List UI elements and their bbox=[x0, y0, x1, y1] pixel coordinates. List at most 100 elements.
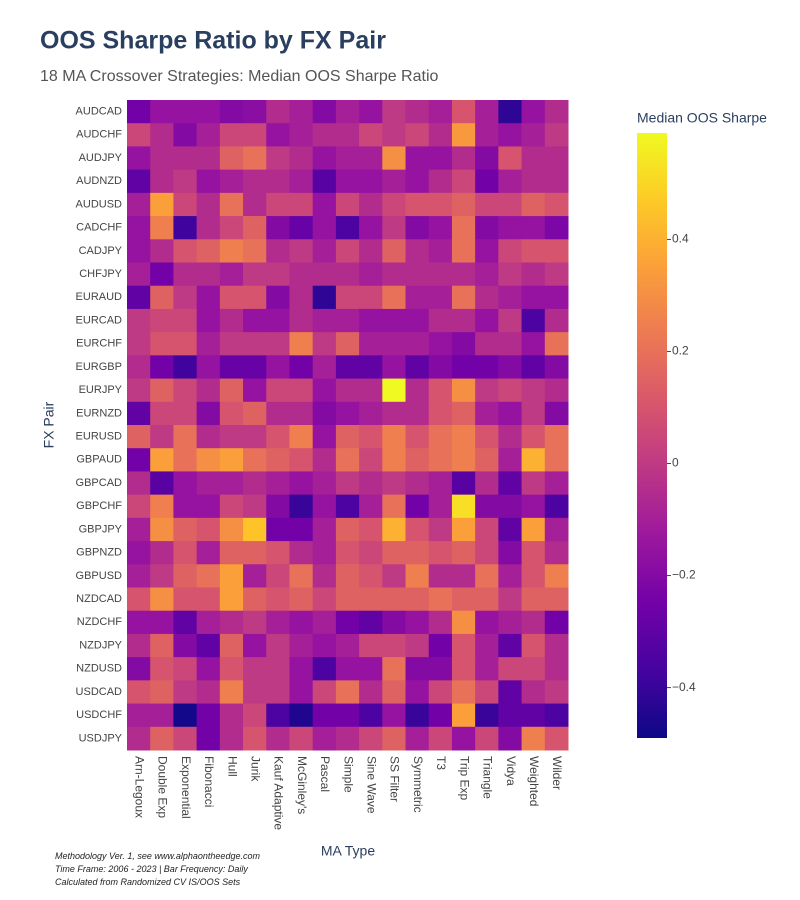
heatmap-cell bbox=[428, 355, 453, 380]
heatmap-cell bbox=[521, 332, 546, 356]
heatmap-cell bbox=[243, 425, 267, 449]
heatmap-cell bbox=[196, 239, 221, 263]
heatmap-cell bbox=[451, 448, 476, 472]
chart-subtitle: 18 MA Crossover Strategies: Median OOS S… bbox=[40, 68, 439, 85]
heatmap-cell bbox=[475, 169, 499, 194]
x-tick-label: Jurik bbox=[248, 756, 262, 782]
heatmap-cell bbox=[382, 401, 407, 426]
heatmap-cell bbox=[150, 355, 174, 380]
heatmap-cell bbox=[382, 587, 407, 612]
heatmap-cell bbox=[196, 355, 221, 380]
heatmap-cell bbox=[219, 262, 244, 287]
heatmap-cell bbox=[382, 123, 407, 147]
x-tick-label: Exponential bbox=[179, 756, 193, 819]
heatmap-cell bbox=[312, 703, 337, 728]
heatmap-cell bbox=[451, 332, 476, 356]
heatmap-cell bbox=[266, 239, 290, 263]
heatmap-cell bbox=[428, 123, 453, 147]
heatmap-cell bbox=[451, 610, 476, 635]
heatmap-cell bbox=[335, 401, 360, 426]
heatmap-cell bbox=[289, 633, 314, 658]
heatmap-cell bbox=[196, 657, 221, 681]
y-tick-label: NZDCHF bbox=[77, 616, 122, 628]
heatmap-cell bbox=[173, 401, 198, 426]
heatmap-cell bbox=[521, 633, 546, 658]
heatmap-cell bbox=[405, 541, 430, 565]
heatmap-cell bbox=[451, 471, 476, 496]
x-tick-label: Simple bbox=[341, 756, 355, 793]
heatmap-cell bbox=[150, 680, 174, 705]
heatmap-cell bbox=[475, 471, 499, 496]
heatmap-cell bbox=[428, 332, 453, 356]
y-tick-label: EURCAD bbox=[76, 314, 123, 326]
y-tick-label: CHFJPY bbox=[79, 268, 122, 280]
heatmap-cell bbox=[173, 308, 198, 333]
heatmap-cell bbox=[150, 216, 174, 240]
heatmap-cell bbox=[451, 262, 476, 287]
heatmap-cell bbox=[173, 100, 198, 124]
heatmap-cell bbox=[498, 192, 523, 217]
heatmap-cell bbox=[266, 146, 290, 171]
heatmap-cell bbox=[266, 680, 290, 705]
heatmap-cell bbox=[359, 425, 383, 449]
heatmap-cell bbox=[382, 541, 407, 565]
colorbar-tick-label: −0.2 bbox=[672, 568, 696, 582]
heatmap-cell bbox=[150, 633, 174, 658]
heatmap-cell bbox=[544, 192, 569, 217]
heatmap-cell bbox=[475, 192, 499, 217]
heatmap-cell bbox=[219, 169, 244, 194]
heatmap-cell bbox=[196, 332, 221, 356]
y-tick-label: NZDJPY bbox=[79, 639, 122, 651]
heatmap-cell bbox=[243, 239, 267, 263]
heatmap-cell bbox=[196, 378, 221, 403]
heatmap-cell bbox=[196, 541, 221, 565]
heatmap-cell bbox=[544, 657, 569, 681]
colorbar-tick-label: 0.4 bbox=[672, 232, 689, 246]
heatmap-cell bbox=[405, 262, 430, 287]
heatmap-cell bbox=[289, 123, 314, 147]
heatmap-cell bbox=[382, 703, 407, 728]
heatmap-cell bbox=[382, 610, 407, 635]
heatmap-cell bbox=[335, 355, 360, 380]
heatmap-cell bbox=[219, 285, 244, 310]
heatmap-cell bbox=[173, 123, 198, 147]
y-tick-label: NZDUSD bbox=[76, 663, 122, 675]
heatmap-cell bbox=[243, 378, 267, 403]
heatmap-cell bbox=[173, 494, 198, 519]
heatmap-cell bbox=[289, 216, 314, 240]
heatmap-cell bbox=[521, 192, 546, 217]
heatmap-cell bbox=[451, 239, 476, 263]
heatmap-cell bbox=[405, 100, 430, 124]
heatmap-cell bbox=[243, 633, 267, 658]
heatmap-cell bbox=[428, 216, 453, 240]
heatmap-cell bbox=[544, 610, 569, 635]
heatmap-cell bbox=[428, 285, 453, 310]
heatmap-cell bbox=[243, 146, 267, 171]
heatmap-cell bbox=[475, 401, 499, 426]
heatmap-cell bbox=[196, 471, 221, 496]
heatmap-cell bbox=[312, 633, 337, 658]
heatmap-cell bbox=[359, 216, 383, 240]
heatmap-cell bbox=[266, 633, 290, 658]
heatmap-cell bbox=[219, 401, 244, 426]
heatmap-cell bbox=[382, 517, 407, 542]
heatmap-cell bbox=[127, 726, 151, 751]
heatmap-cell bbox=[127, 100, 151, 124]
heatmap-cell bbox=[544, 308, 569, 333]
heatmap-cell bbox=[289, 494, 314, 519]
heatmap-cell bbox=[173, 633, 198, 658]
heatmap-cell bbox=[196, 703, 221, 728]
heatmap-cell bbox=[382, 262, 407, 287]
heatmap-cell bbox=[451, 169, 476, 194]
heatmap-cell bbox=[521, 703, 546, 728]
heatmap-cell bbox=[127, 587, 151, 612]
heatmap-cell bbox=[405, 123, 430, 147]
y-tick-label: USDJPY bbox=[79, 732, 123, 744]
y-tick-label: EURUSD bbox=[76, 431, 123, 443]
heatmap-cell bbox=[289, 680, 314, 705]
heatmap-cell bbox=[219, 633, 244, 658]
heatmap-cell bbox=[335, 448, 360, 472]
heatmap-cell bbox=[335, 378, 360, 403]
heatmap-cell bbox=[266, 448, 290, 472]
